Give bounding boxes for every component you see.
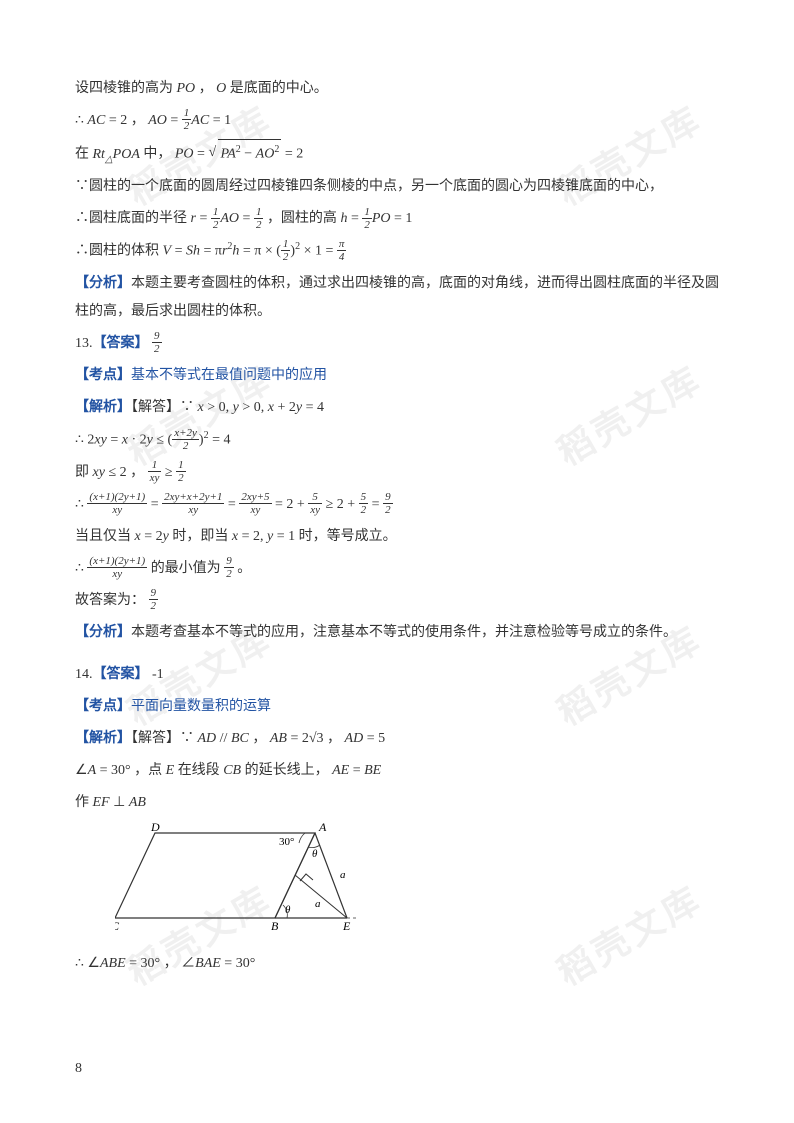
page-content: 设四棱锥的高为 PO ， O 是底面的中心。 ∴ AC = 2 ， AO = 1… (75, 75, 719, 978)
text: 中， (143, 147, 175, 162)
label-30: 30° (279, 836, 294, 848)
diagram-svg: D A C B E 30° θ θ a a (115, 823, 385, 933)
text: ∴圆柱底面的半径 (75, 211, 191, 226)
label-a2: a (315, 898, 321, 910)
text: ， (164, 956, 182, 971)
label-b: B (271, 919, 279, 933)
p14-line1: 【解析】【解答】∵ AD // BC ， AB = 2√3 ， AD = 5 (75, 725, 719, 753)
p14-line3: 作 EF ⊥ AB (75, 789, 719, 817)
text: 设四棱锥的高为 (75, 81, 177, 96)
text: ， (130, 465, 148, 480)
answer-label: 【答案】 (93, 667, 149, 682)
text: 在线段 (178, 763, 224, 778)
text: ∴ (75, 561, 87, 576)
analysis-label: 【分析】 (75, 625, 131, 640)
text: 故答案为： (75, 593, 149, 608)
solve-label: 【解答】 (131, 731, 180, 746)
arc-30 (299, 833, 305, 843)
text: 当且仅当 (75, 529, 135, 544)
solve-label: 【解答】 (131, 400, 180, 415)
p12-analysis: 【分析】本题主要考查圆柱的体积，通过求出四棱锥的高，底面的对角线，进而得出圆柱底… (75, 270, 719, 326)
topic-text: 平面向量数量积的运算 (131, 699, 271, 714)
p14-topic: 【考点】平面向量数量积的运算 (75, 693, 719, 721)
p14-line4: ∴ ∠ABE = 30° ， ∠BAE = 30° (75, 950, 719, 978)
text: 的最小值为 (151, 561, 225, 576)
label-e: E (342, 919, 351, 933)
text: 时，等号成立。 (299, 529, 397, 544)
math-cb: CB (223, 763, 241, 778)
trapezoid-diagram: D A C B E 30° θ θ a a (115, 823, 719, 944)
topic-text: 基本不等式在最值问题中的应用 (131, 368, 327, 383)
text: 的延长线上， (245, 763, 333, 778)
text: ， (199, 81, 217, 96)
math-o: O (216, 81, 226, 96)
number: 14. (75, 667, 93, 682)
number: 13. (75, 336, 93, 351)
topic-label: 【考点】 (75, 368, 131, 383)
text: ，圆柱的高 (267, 211, 341, 226)
p13-answer: 13.【答案】 92 (75, 330, 719, 358)
text: 是底面的中心。 (230, 81, 328, 96)
text: 在 (75, 147, 93, 162)
analysis-text: 本题主要考查圆柱的体积，通过求出四棱锥的高，底面的对角线，进而得出圆柱底面的半径… (75, 276, 719, 319)
p12-line6: ∴圆柱的体积 V = Sh = πr2h = π × (12)2 × 1 = π… (75, 237, 719, 266)
spacer (75, 651, 719, 661)
analysis-label: 【解析】 (75, 400, 131, 415)
p12-line2: ∴ AC = 2 ， AO = 12AC = 1 (75, 107, 719, 135)
text: 时，即当 (172, 529, 232, 544)
math-po: PO (177, 81, 196, 96)
analysis-label: 【解析】 (75, 731, 131, 746)
text: ，点 (134, 763, 166, 778)
p12-line5: ∴圆柱底面的半径 r = 12AO = 12 ，圆柱的高 h = 12PO = … (75, 205, 719, 233)
text: ∴圆柱的体积 (75, 244, 163, 259)
p13-line4: ∴ (x+1)(2y+1)xy = 2xy+x+2y+1xy = 2xy+5xy… (75, 491, 719, 519)
right-angle-mark (300, 874, 313, 881)
label-c: C (115, 919, 120, 933)
p13-line3: 即 xy ≤ 2 ， 1xy ≥ 12 (75, 459, 719, 487)
analysis-text: 本题考查基本不等式的应用，注意基本不等式的使用条件，并注意检验等号成立的条件。 (131, 625, 677, 640)
answer-value: -1 (149, 667, 164, 682)
label-theta2: θ (285, 904, 291, 916)
p13-line6: ∴ (x+1)(2y+1)xy 的最小值为 92 。 (75, 555, 719, 583)
p13-line2: ∴ 2xy = x · 2y ≤ (x+2y2)2 = 4 (75, 426, 719, 455)
text: ∴ (75, 956, 87, 971)
p13-line5: 当且仅当 x = 2y 时，即当 x = 2, y = 1 时，等号成立。 (75, 523, 719, 551)
p13-final-analysis: 【分析】本题考查基本不等式的应用，注意基本不等式的使用条件，并注意检验等号成立的… (75, 619, 719, 647)
label-a: A (318, 823, 327, 834)
p13-topic: 【考点】基本不等式在最值问题中的应用 (75, 362, 719, 390)
p12-line4: ∵圆柱的一个底面的圆周经过四棱锥四条侧棱的中点，另一个底面的圆心为四棱锥底面的中… (75, 173, 719, 201)
text: 。 (237, 561, 251, 576)
p14-answer: 14.【答案】 -1 (75, 661, 719, 689)
p13-line7: 故答案为： 92 (75, 587, 719, 615)
label-a1: a (340, 869, 346, 881)
answer-label: 【答案】 (93, 336, 149, 351)
p14-line2: ∠A = 30° ，点 E 在线段 CB 的延长线上， AE = BE (75, 757, 719, 785)
math-e: E (166, 763, 175, 778)
p13-line1: 【解析】【解答】∵ x > 0, y > 0, x + 2y = 4 (75, 394, 719, 422)
text: 作 (75, 795, 93, 810)
page-number: 8 (75, 1055, 82, 1083)
analysis-label: 【分析】 (75, 276, 131, 291)
p12-line3: 在 Rt△POA 中， PO = PA2 − AO2 = 2 (75, 139, 719, 169)
topic-label: 【考点】 (75, 699, 131, 714)
label-theta1: θ (312, 848, 318, 860)
text: 即 (75, 465, 93, 480)
label-d: D (150, 823, 160, 834)
p12-line1: 设四棱锥的高为 PO ， O 是底面的中心。 (75, 75, 719, 103)
